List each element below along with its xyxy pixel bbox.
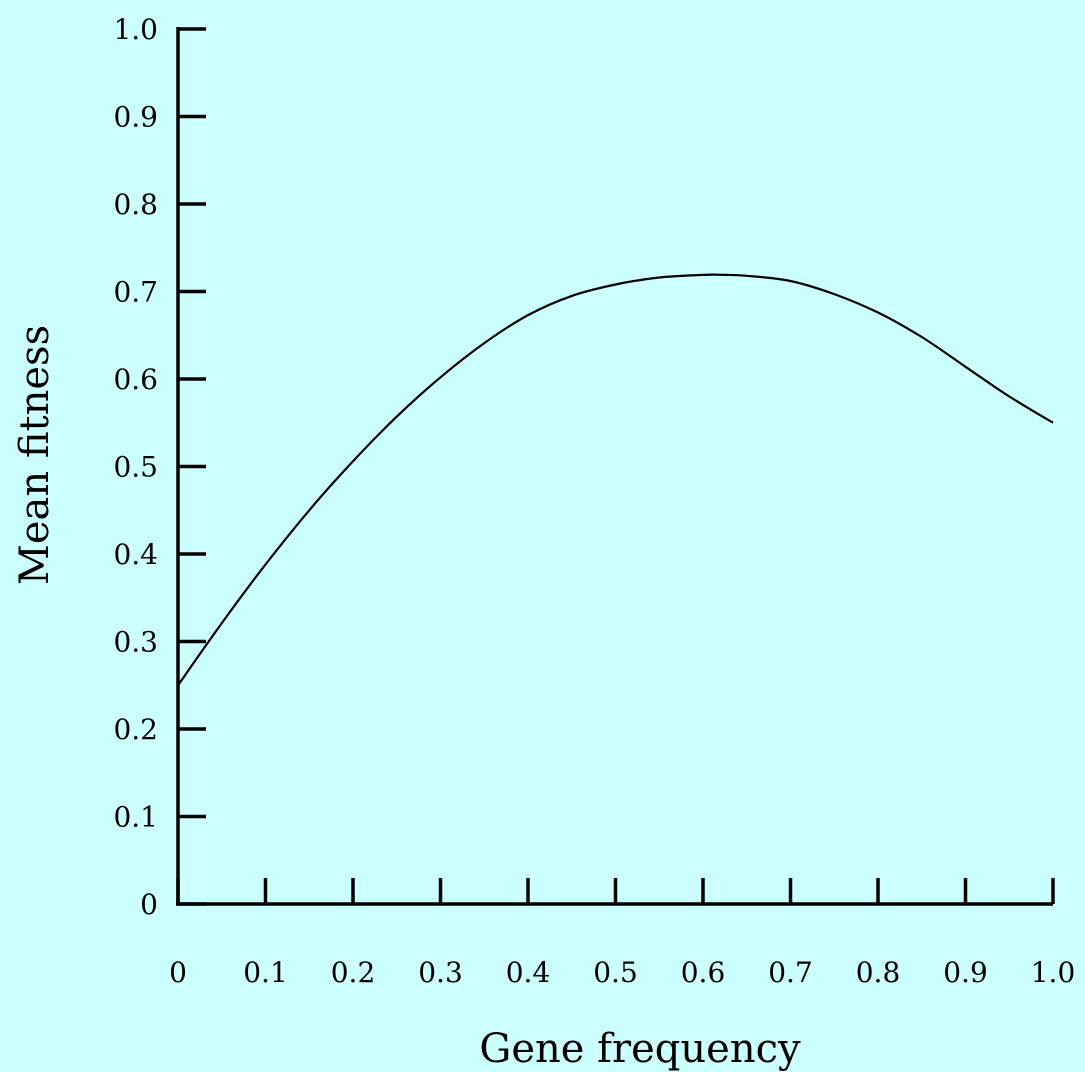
y-tick-label: 0.4 [113, 538, 158, 571]
y-tick-label: 0.9 [113, 101, 158, 134]
y-tick-label: 0.6 [113, 363, 158, 396]
y-tick-label: 0.2 [113, 713, 158, 746]
x-axis-title: Gene frequency [479, 1026, 801, 1072]
y-tick-label: 0.5 [113, 451, 158, 484]
x-tick-label: 0.9 [943, 956, 988, 989]
x-tick-label: 0.6 [681, 956, 726, 989]
y-axis-title: Mean fitness [12, 325, 58, 585]
y-tick-label: 0.1 [113, 801, 158, 834]
x-tick-label: 0 [169, 956, 187, 989]
x-tick-label: 0.7 [768, 956, 813, 989]
x-tick-label: 0.2 [331, 956, 376, 989]
y-axis: 0 0.1 0.2 0.3 0.4 0.5 0.6 0.7 0.8 0.9 1.0 [113, 13, 206, 921]
x-tick-label: 0.3 [418, 956, 463, 989]
y-tick-label: 1.0 [113, 13, 158, 46]
x-tick-label: 1.0 [1031, 956, 1076, 989]
y-tick-label: 0 [140, 888, 158, 921]
mean-fitness-curve [177, 273, 1054, 686]
series-group [177, 273, 1054, 686]
x-tick-label: 0.8 [856, 956, 901, 989]
y-tick-label: 0.7 [113, 276, 158, 309]
x-axis: 0 0.1 0.2 0.3 0.4 0.5 0.6 0.7 0.8 0.9 1.0 [169, 878, 1075, 989]
y-tick-label: 0.3 [113, 626, 158, 659]
x-tick-label: 0.1 [243, 956, 288, 989]
x-tick-label: 0.4 [506, 956, 551, 989]
x-tick-label: 0.5 [593, 956, 638, 989]
y-tick-label: 0.8 [113, 188, 158, 221]
